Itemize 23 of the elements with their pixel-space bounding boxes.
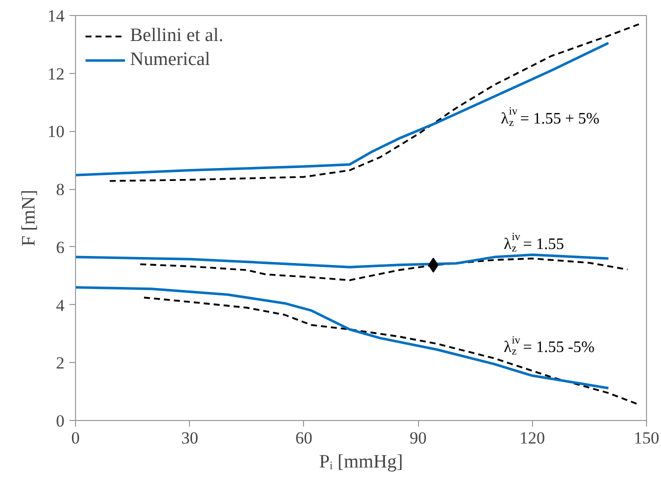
y-tick-label: 8 (56, 180, 64, 200)
x-tick-label: 90 (410, 428, 427, 448)
x-tick-label: 60 (295, 428, 312, 448)
x-tick-label: 150 (634, 428, 660, 448)
line-series (76, 42, 610, 176)
y-tick-label: 2 (56, 354, 64, 373)
y-tick-label: 14 (48, 6, 65, 26)
y-tick-label: 10 (48, 122, 64, 142)
legend-label: Bellini et al. (130, 25, 224, 47)
x-tick-label: 120 (520, 428, 546, 448)
y-tick-label: 4 (56, 296, 65, 315)
line-series (108, 23, 640, 182)
x-tick-label: 30 (181, 428, 198, 448)
line-series (76, 253, 610, 268)
line-series (76, 286, 610, 390)
legend-label: Numerical (130, 49, 210, 71)
y-tick-label: 0 (56, 412, 64, 430)
line-series (139, 258, 628, 282)
x-axis-title: Pᵢ [mmHg] (319, 452, 403, 472)
y-tick-label: 12 (48, 64, 64, 84)
y-axis-title: F [mN] (18, 190, 40, 246)
y-tick-label: 6 (56, 238, 64, 257)
x-tick-label: 0 (71, 428, 80, 448)
